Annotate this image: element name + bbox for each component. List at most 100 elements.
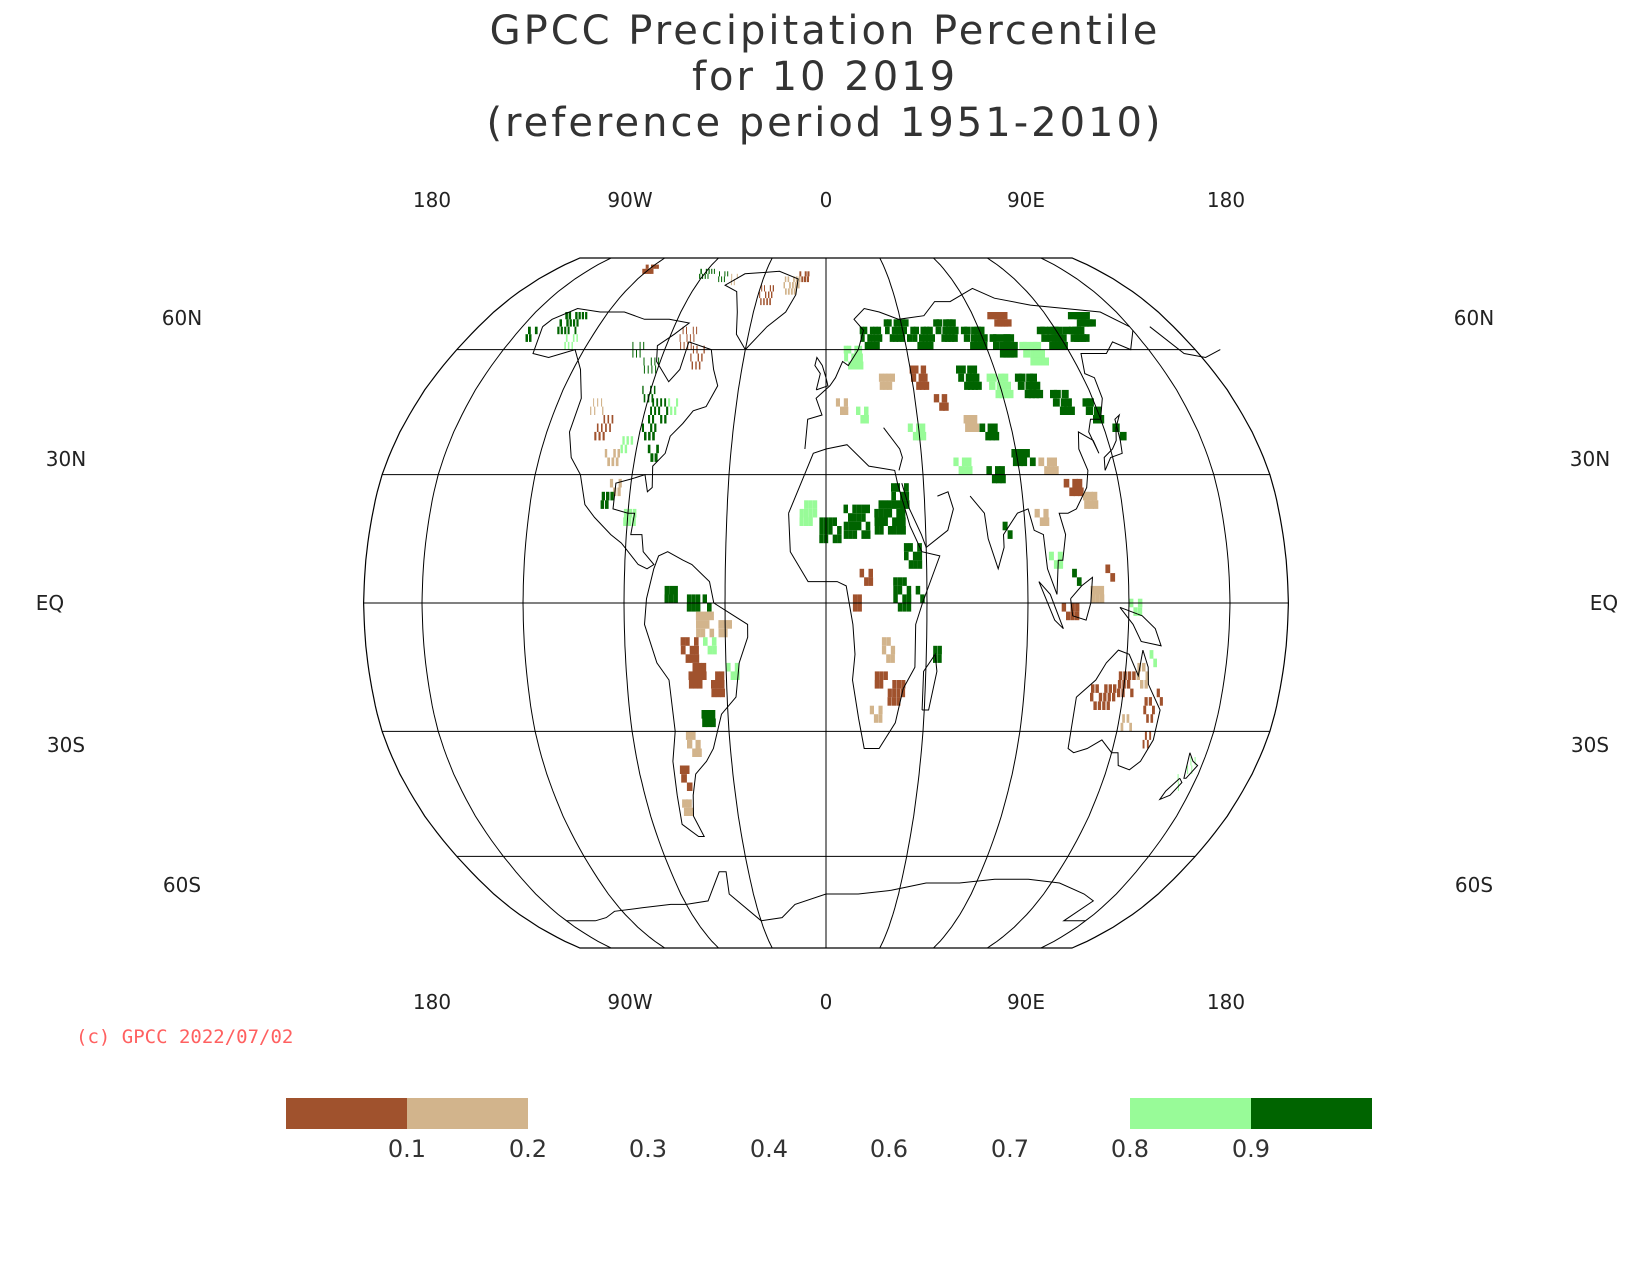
precip-cell <box>686 799 692 808</box>
precip-cell <box>901 517 906 526</box>
precip-cell <box>843 521 849 531</box>
precip-cell <box>852 513 857 522</box>
precip-cell <box>705 710 711 719</box>
precip-cell <box>901 326 907 335</box>
precip-cell <box>896 680 901 689</box>
precip-cell <box>973 373 980 382</box>
precip-cell <box>1146 714 1149 723</box>
precip-cell <box>1086 398 1094 407</box>
precip-cell <box>686 782 693 791</box>
title-line-1: GPCC Precipitation Percentile <box>489 8 1161 54</box>
precip-cell <box>1048 466 1055 475</box>
precip-cell <box>1060 398 1068 407</box>
precip-cell <box>704 620 710 629</box>
precip-cell <box>700 611 705 621</box>
precip-cell <box>939 402 945 411</box>
lat-label-left-30n: 30N <box>46 447 86 471</box>
precip-cell <box>692 326 694 335</box>
title-line-2: for 10 2019 <box>691 54 959 100</box>
lat-label-right-30s: 30S <box>1571 733 1609 757</box>
precip-cell <box>623 517 627 526</box>
precip-cell <box>680 341 682 350</box>
precip-cell <box>910 326 916 335</box>
precip-cell <box>790 288 793 295</box>
precip-cell <box>903 319 909 327</box>
precip-cell <box>690 654 695 663</box>
precip-cell <box>916 381 922 390</box>
precip-cell <box>1025 381 1033 390</box>
precip-cell <box>922 334 928 342</box>
precip-cell <box>1007 349 1014 358</box>
precip-cell <box>664 594 669 603</box>
precip-cell <box>564 341 566 350</box>
precip-cell <box>882 500 888 509</box>
precip-cell <box>904 551 909 561</box>
precip-cell <box>680 645 686 655</box>
precip-cell <box>893 585 898 595</box>
precip-cell <box>695 611 701 621</box>
precip-cell <box>1091 491 1098 501</box>
precip-cell <box>783 282 785 289</box>
precip-cell <box>848 361 853 370</box>
precip-cell <box>991 474 998 484</box>
precip-cell <box>887 688 892 698</box>
precip-cell <box>1191 765 1193 774</box>
precip-cell <box>977 334 985 342</box>
precip-cell <box>882 373 888 382</box>
precip-cell <box>1026 373 1034 382</box>
precip-cell <box>682 799 688 808</box>
precip-cell <box>1099 585 1105 595</box>
precip-cell <box>935 326 942 335</box>
precip-cell <box>1048 551 1054 561</box>
precip-cell <box>1053 560 1059 569</box>
precip-cell <box>920 341 927 350</box>
lat-label-left-60n: 60N <box>162 306 202 330</box>
legend-tick-0-4: 0.4 <box>750 1135 788 1163</box>
precip-cell <box>691 361 693 370</box>
precip-cell <box>799 517 804 526</box>
precip-cell <box>715 671 720 680</box>
precip-cell <box>658 357 660 366</box>
precip-cell <box>901 526 906 535</box>
precip-cell <box>1095 594 1100 603</box>
precip-cell <box>1041 334 1050 342</box>
precip-cell <box>691 603 696 612</box>
globe-outline <box>362 257 1290 949</box>
precip-cell <box>1104 684 1108 693</box>
precip-cell <box>861 513 866 522</box>
precip-cell <box>650 406 652 415</box>
precip-cell <box>887 526 893 535</box>
precip-cell <box>1001 373 1009 382</box>
precip-cell <box>654 453 658 462</box>
precip-cell <box>897 577 903 586</box>
precip-cell <box>571 341 573 350</box>
precip-cell <box>937 645 942 655</box>
precip-cell <box>652 398 655 407</box>
precip-cell <box>607 457 610 467</box>
precip-cell <box>1086 319 1096 327</box>
precip-cell <box>961 457 968 467</box>
precip-cell <box>892 517 897 526</box>
precip-cell <box>601 423 603 432</box>
precip-cell <box>639 349 641 358</box>
precip-cell <box>1084 500 1090 509</box>
precip-cell <box>946 319 953 327</box>
precip-cell <box>808 517 813 526</box>
precip-cell <box>647 268 651 274</box>
precip-cell <box>864 406 869 415</box>
precip-cell <box>804 271 807 277</box>
precip-cell <box>1019 449 1026 458</box>
precip-cell <box>685 654 691 663</box>
precip-cell <box>761 285 763 292</box>
precip-cell <box>647 444 651 454</box>
precip-cell <box>892 526 897 535</box>
precip-cell <box>1105 564 1111 574</box>
precip-cell <box>689 645 695 655</box>
precip-cell <box>953 457 959 467</box>
precip-cell <box>710 718 716 728</box>
precip-cell <box>1067 312 1077 320</box>
precip-cell <box>896 334 902 342</box>
precip-cell <box>1078 487 1084 497</box>
precip-cell <box>1137 607 1143 616</box>
